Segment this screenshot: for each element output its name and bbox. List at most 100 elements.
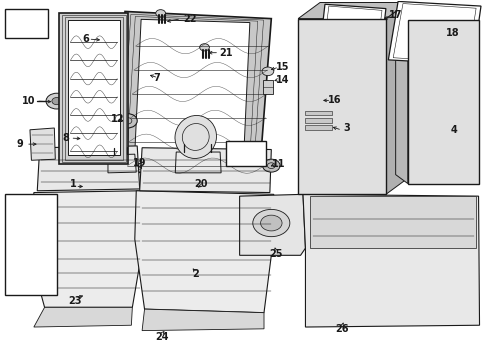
Ellipse shape bbox=[175, 116, 216, 158]
Polygon shape bbox=[320, 4, 385, 51]
Circle shape bbox=[320, 151, 329, 158]
Circle shape bbox=[156, 10, 165, 17]
Text: 20: 20 bbox=[193, 179, 207, 189]
Bar bbox=[59, 13, 128, 164]
Text: 17: 17 bbox=[388, 10, 402, 20]
Circle shape bbox=[245, 152, 253, 158]
Circle shape bbox=[78, 131, 94, 143]
Text: 7: 7 bbox=[153, 73, 160, 83]
Circle shape bbox=[10, 279, 20, 286]
Circle shape bbox=[416, 165, 424, 170]
Bar bbox=[4, 9, 48, 39]
Bar bbox=[298, 19, 385, 194]
Polygon shape bbox=[32, 191, 143, 307]
Bar bbox=[68, 21, 120, 155]
Text: 23: 23 bbox=[68, 296, 82, 306]
Circle shape bbox=[262, 159, 280, 172]
Text: 5: 5 bbox=[12, 234, 19, 244]
Circle shape bbox=[8, 217, 14, 222]
Circle shape bbox=[52, 98, 61, 105]
Circle shape bbox=[10, 19, 20, 26]
Bar bbox=[407, 21, 478, 184]
Circle shape bbox=[314, 95, 327, 105]
Circle shape bbox=[305, 166, 315, 173]
Polygon shape bbox=[113, 12, 271, 178]
Text: 10: 10 bbox=[22, 96, 36, 106]
Bar bbox=[4, 194, 57, 295]
Circle shape bbox=[27, 279, 37, 286]
Circle shape bbox=[13, 21, 17, 24]
Circle shape bbox=[232, 151, 237, 155]
Polygon shape bbox=[298, 3, 407, 19]
Bar bbox=[305, 118, 331, 123]
Bar bbox=[305, 111, 331, 116]
Text: 22: 22 bbox=[183, 14, 196, 24]
Text: 26: 26 bbox=[335, 324, 348, 334]
Text: 21: 21 bbox=[219, 48, 232, 58]
Polygon shape bbox=[395, 12, 407, 184]
Bar bbox=[6, 277, 49, 288]
Circle shape bbox=[305, 137, 315, 144]
Polygon shape bbox=[387, 1, 480, 64]
Text: 15: 15 bbox=[275, 62, 289, 72]
Bar bbox=[6, 243, 44, 258]
Polygon shape bbox=[108, 154, 136, 173]
Circle shape bbox=[262, 67, 273, 76]
Text: 13: 13 bbox=[20, 10, 34, 20]
Circle shape bbox=[228, 149, 240, 157]
Text: 19: 19 bbox=[133, 158, 146, 168]
Bar bbox=[62, 15, 125, 162]
Polygon shape bbox=[142, 309, 264, 330]
Text: 3: 3 bbox=[343, 123, 349, 133]
Bar bbox=[9, 213, 24, 225]
Circle shape bbox=[26, 22, 31, 26]
Circle shape bbox=[94, 33, 112, 45]
Text: 4: 4 bbox=[450, 125, 457, 135]
Text: 9: 9 bbox=[17, 139, 23, 149]
Circle shape bbox=[22, 19, 36, 29]
Circle shape bbox=[9, 265, 26, 278]
Circle shape bbox=[14, 269, 21, 274]
Circle shape bbox=[417, 127, 424, 132]
Circle shape bbox=[64, 148, 69, 151]
Polygon shape bbox=[175, 152, 221, 173]
Circle shape bbox=[416, 154, 424, 159]
Text: 16: 16 bbox=[327, 95, 341, 105]
Circle shape bbox=[118, 114, 137, 128]
Text: 2: 2 bbox=[192, 269, 199, 279]
Text: 24: 24 bbox=[155, 332, 168, 342]
Circle shape bbox=[320, 166, 329, 173]
Bar bbox=[262, 80, 272, 94]
Text: 6: 6 bbox=[82, 34, 89, 44]
Polygon shape bbox=[135, 191, 273, 313]
Text: 12: 12 bbox=[111, 114, 124, 124]
Circle shape bbox=[417, 104, 424, 109]
Text: 8: 8 bbox=[62, 133, 69, 143]
Polygon shape bbox=[140, 148, 271, 193]
Text: 1: 1 bbox=[69, 179, 76, 189]
Text: 13: 13 bbox=[238, 145, 252, 155]
Text: 14: 14 bbox=[275, 75, 289, 85]
Bar bbox=[64, 17, 123, 160]
Circle shape bbox=[320, 137, 329, 144]
Circle shape bbox=[416, 141, 424, 147]
Circle shape bbox=[305, 151, 315, 158]
Polygon shape bbox=[30, 128, 55, 160]
Polygon shape bbox=[37, 146, 140, 191]
Polygon shape bbox=[134, 19, 249, 170]
Polygon shape bbox=[239, 194, 305, 255]
Circle shape bbox=[417, 117, 424, 122]
Circle shape bbox=[252, 210, 289, 237]
Polygon shape bbox=[303, 194, 479, 327]
Circle shape bbox=[199, 44, 209, 51]
Bar bbox=[310, 196, 475, 248]
Circle shape bbox=[260, 215, 282, 231]
Bar bbox=[225, 140, 266, 166]
Bar bbox=[305, 126, 331, 130]
Circle shape bbox=[46, 93, 67, 109]
Circle shape bbox=[82, 134, 89, 139]
Text: 25: 25 bbox=[269, 248, 283, 258]
Text: 18: 18 bbox=[446, 28, 459, 38]
Bar bbox=[9, 200, 27, 211]
Text: 11: 11 bbox=[271, 159, 285, 169]
